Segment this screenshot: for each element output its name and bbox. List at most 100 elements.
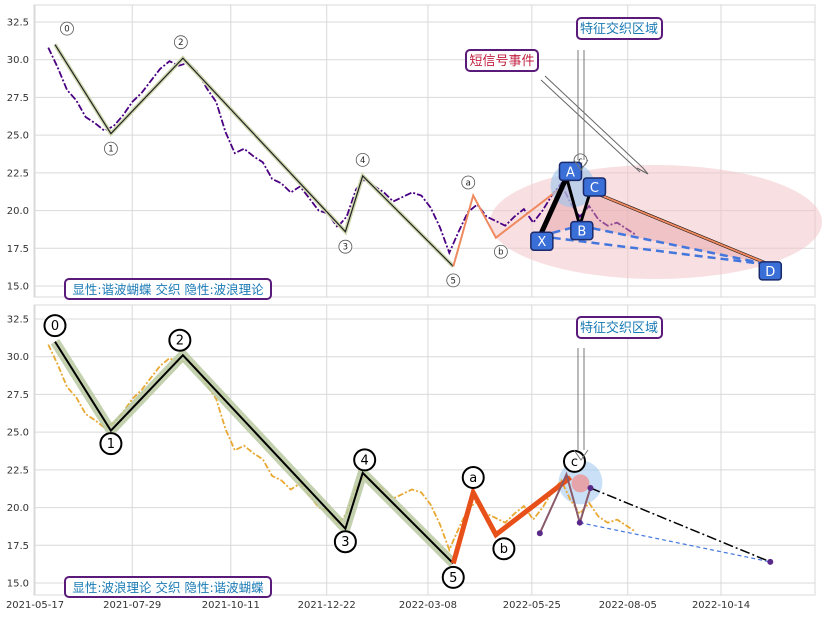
- wave-label-2: 2: [178, 38, 183, 48]
- harmonic-dash-bd: [579, 522, 771, 563]
- wave-correction-line: [452, 179, 572, 267]
- harmonic-label-X: X: [537, 235, 546, 250]
- svg-text:短信号事件: 短信号事件: [469, 54, 534, 69]
- wave-label-circle: [492, 537, 516, 561]
- legend-top: 显性:谐波蝴蝶 交织 隐性:波浪理论: [64, 278, 272, 300]
- y-tick-label: 17.5: [7, 541, 29, 552]
- wave-label-circle: [355, 152, 370, 167]
- y-tick-label: 20.0: [7, 206, 29, 217]
- wave-label-circle: [168, 328, 192, 352]
- bottom-x-axis: 2021-05-17 2021-07-29 2021-10-11 2021-12-22…: [6, 600, 750, 611]
- wave-correction-line: [450, 475, 573, 565]
- wave-label-b: b: [498, 248, 503, 258]
- wave-label-5: 5: [449, 571, 457, 586]
- wave-label-4: 4: [361, 453, 369, 468]
- wave-label-b: b: [500, 542, 508, 557]
- wave-label-circle: [104, 141, 118, 156]
- y-tick-label: 30.0: [7, 352, 29, 363]
- legend-bottom: 显性:波浪理论 交织 隐性:谐波蝴蝶: [64, 576, 272, 598]
- bottom-panel-frame: [33, 304, 816, 596]
- wave-label-circle: [333, 530, 357, 554]
- wave-label-a: a: [469, 471, 477, 486]
- harmonic-point: [576, 519, 583, 526]
- harmonic-label-B: B: [577, 225, 586, 240]
- y-tick-label: 15.0: [7, 282, 29, 293]
- wave-label-3: 3: [343, 243, 348, 253]
- y-tick-label: 32.5: [7, 315, 29, 326]
- bottom-y-axis: 15.0 17.5 20.0 22.5 25.0 27.5 30.0 32.5: [7, 315, 29, 590]
- bottom-gridlines: [34, 305, 815, 595]
- x-tick-label: 2022-10-14: [692, 600, 750, 611]
- svg-text:显性:谐波蝴蝶 交织 隐性:波浪理论: 显性:谐波蝴蝶 交织 隐性:波浪理论: [72, 282, 264, 297]
- top-y-axis: 15.0 17.5 20.0 22.5 25.0 27.5 30.0 32.5: [7, 18, 29, 293]
- y-tick-label: 22.5: [7, 465, 29, 476]
- y-tick-label: 27.5: [7, 390, 29, 401]
- x-tick-label: 2022-08-05: [599, 600, 657, 611]
- wave-label-1: 1: [107, 437, 115, 452]
- harmonic-dash-bd: [579, 224, 771, 267]
- x-tick-label: 2022-05-25: [503, 600, 561, 611]
- harmonic-label-box: [758, 261, 783, 281]
- harmonic-leg-cd-accent: [590, 190, 771, 266]
- wave-label-a: a: [466, 178, 471, 188]
- wave-label-circle: [99, 432, 123, 456]
- wave-label-circle: [43, 314, 67, 338]
- bottom-wave-lines: [50, 338, 573, 567]
- svg-text:特征交织区域: 特征交织区域: [580, 320, 658, 336]
- harmonic-label-box: [558, 161, 583, 182]
- svg-text:特征交织区域: 特征交织区域: [580, 21, 658, 37]
- top-wave-labels: 0 1 2 3 4 5 a b c X A B C D: [60, 21, 783, 288]
- harmonic-path: [538, 471, 592, 534]
- top-price-series: [47, 47, 637, 256]
- wave-label-circle: [338, 239, 353, 254]
- y-tick-label: 30.0: [7, 55, 29, 66]
- wave-label-circle: [446, 273, 461, 288]
- price-line: [47, 47, 637, 256]
- wave-label-circle: [353, 448, 377, 472]
- x-tick-label: 2021-05-17: [6, 600, 64, 611]
- harmonic-leg-xa: [537, 176, 569, 238]
- y-tick-label: 25.0: [7, 428, 29, 439]
- bottom-harmonic-lines: [536, 471, 774, 565]
- wave-label-circle: [441, 565, 465, 589]
- harmonic-point: [536, 530, 543, 537]
- x-tick-label: 2021-07-29: [103, 600, 161, 611]
- svg-text:显性:波浪理论 交织 隐性:谐波蝴蝶: 显性:波浪理论 交织 隐性:谐波蝴蝶: [72, 580, 264, 595]
- wave-label-circle: [493, 244, 508, 259]
- y-tick-label: 22.5: [7, 168, 29, 179]
- harmonic-point: [587, 484, 594, 491]
- wave-label-0: 0: [64, 25, 69, 35]
- harmonic-label-A: A: [566, 165, 575, 180]
- wave-label-4: 4: [360, 156, 365, 166]
- wave-label-5: 5: [451, 276, 456, 286]
- c-point-core: [571, 474, 590, 493]
- harmonic-point: [767, 558, 774, 565]
- wave-label-2: 2: [176, 334, 184, 349]
- wave-label-3: 3: [341, 535, 349, 550]
- y-tick-label: 17.5: [7, 244, 29, 255]
- harmonic-leg-cd: [590, 487, 771, 563]
- wave-label-circle: [461, 465, 485, 489]
- bottom-wave-labels: 0 1 2 3 4 5 a b c: [43, 314, 586, 589]
- wave-label-0: 0: [51, 319, 59, 334]
- wave-label-circle: [60, 21, 74, 36]
- x-tick-label: 2021-12-22: [298, 600, 356, 611]
- top-wave-lines: [53, 43, 572, 268]
- wave-label-1: 1: [108, 145, 113, 155]
- wave-label-circle: [173, 35, 188, 50]
- feature-area-annotation-top: 特征交织区域: [573, 17, 663, 171]
- harmonic-label-box: [582, 177, 607, 197]
- harmonic-label-box: [530, 231, 554, 251]
- harmonic-label-C: C: [590, 181, 599, 196]
- x-tick-label: 2022-03-08: [399, 600, 457, 611]
- feature-area-annotation-bottom: 特征交织区域: [573, 316, 663, 461]
- short-signal-annotation: 短信号事件: [465, 49, 649, 175]
- y-tick-label: 32.5: [7, 18, 29, 29]
- wave-impulse-line: [54, 341, 455, 565]
- y-tick-label: 20.0: [7, 503, 29, 514]
- y-tick-label: 25.0: [7, 131, 29, 142]
- y-tick-label: 15.0: [7, 579, 29, 590]
- x-tick-label: 2021-10-11: [202, 600, 260, 611]
- y-tick-label: 27.5: [7, 93, 29, 104]
